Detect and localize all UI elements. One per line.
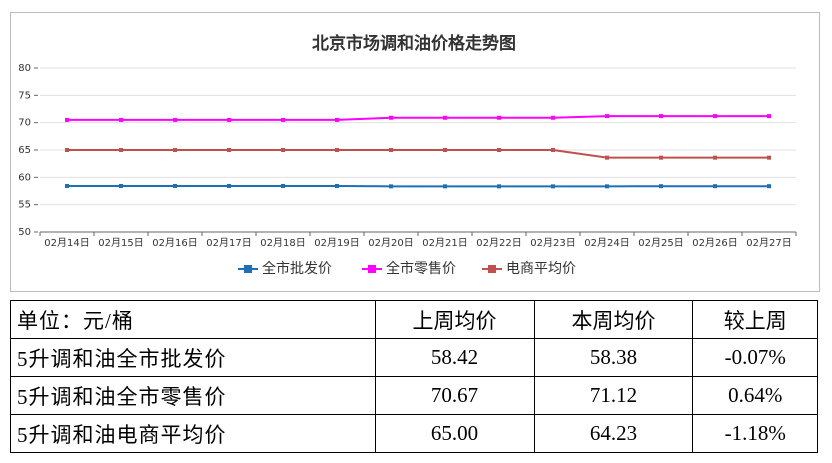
x-tick-label: 02月19日	[314, 237, 359, 249]
x-tick-label: 02月14日	[44, 237, 89, 249]
point	[281, 117, 285, 122]
table-cell: 0.64%	[692, 376, 818, 415]
point	[605, 114, 609, 119]
point	[173, 183, 177, 188]
point	[335, 117, 339, 122]
point	[659, 114, 663, 119]
point	[389, 184, 393, 189]
x-tick-label: 02月15日	[98, 237, 143, 249]
table-header: 较上周	[692, 300, 818, 339]
point	[173, 148, 177, 152]
table-header: 单位：元/桶	[10, 300, 376, 339]
point	[605, 155, 609, 160]
point	[227, 148, 231, 152]
point	[767, 155, 771, 160]
table-cell: -0.07%	[692, 338, 818, 377]
x-tick-label: 02月23日	[530, 237, 575, 249]
table-row: 5升调和油电商平均价 65.00 64.23 -1.18%	[10, 414, 818, 453]
point	[389, 115, 393, 120]
point	[497, 115, 501, 120]
table-row: 5升调和油全市零售价 70.67 71.12 0.64%	[10, 376, 818, 415]
point	[227, 183, 231, 188]
x-tick-label: 02月22日	[476, 237, 521, 249]
table-cell: 58.42	[374, 338, 535, 377]
point	[605, 184, 609, 189]
y-tick-label: 65	[18, 145, 31, 156]
table-cell: 70.67	[374, 376, 535, 415]
table-row: 5升调和油全市批发价 58.42 58.38 -0.07%	[10, 338, 818, 377]
point	[65, 148, 69, 152]
table-header: 上周均价	[374, 300, 535, 339]
point	[335, 148, 339, 152]
point	[713, 184, 717, 189]
point	[767, 114, 771, 119]
legend-marker	[244, 265, 252, 273]
price-table: 单位：元/桶 上周均价 本周均价 较上周 5升调和油全市批发价 58.42 58.38 -0.…	[10, 300, 818, 453]
point	[659, 155, 663, 160]
x-tick-label: 02月21日	[422, 237, 467, 249]
point	[443, 148, 447, 152]
legend-marker	[368, 265, 376, 273]
legend-label: 全市零售价	[386, 260, 456, 277]
point	[227, 117, 231, 122]
x-tick-label: 02月27日	[746, 237, 791, 249]
point	[281, 183, 285, 188]
y-tick-label: 55	[18, 200, 31, 211]
point	[119, 183, 123, 188]
table-row: 单位：元/桶 上周均价 本周均价 较上周	[10, 300, 818, 339]
series-line	[67, 149, 769, 159]
point	[659, 184, 663, 189]
table-cell: 64.23	[533, 414, 694, 453]
y-tick-label: 50	[18, 227, 31, 238]
point	[281, 148, 285, 152]
x-tick-label: 02月16日	[152, 237, 197, 249]
point	[119, 148, 123, 152]
x-tick-label: 02月18日	[260, 237, 305, 249]
point	[65, 183, 69, 188]
point	[551, 115, 555, 120]
table-cell: 65.00	[374, 414, 535, 453]
x-tick-label: 02月20日	[368, 237, 413, 249]
table-cell: 5升调和油全市零售价	[10, 376, 376, 415]
legend-marker	[488, 265, 496, 273]
legend-label: 全市批发价	[262, 260, 332, 277]
point	[173, 117, 177, 122]
point	[389, 148, 393, 152]
legend-label: 电商平均价	[506, 261, 576, 277]
point	[713, 155, 717, 160]
y-tick-label: 80	[18, 63, 31, 74]
table-cell: 58.38	[533, 338, 694, 377]
point	[119, 117, 123, 122]
chart: 北京市场调和油价格走势图 50 55 60 65 70 75 80 02月14日 02月15日 0…	[10, 12, 820, 292]
point	[497, 184, 501, 189]
x-tick-label: 02月25日	[638, 237, 683, 249]
point	[497, 148, 501, 152]
point	[443, 184, 447, 189]
table-cell: 71.12	[533, 376, 694, 415]
chart-frame	[10, 12, 820, 292]
table-cell: -1.18%	[692, 414, 818, 453]
point	[551, 184, 555, 189]
x-tick-label: 02月26日	[692, 237, 737, 249]
point	[551, 148, 555, 152]
y-tick-label: 75	[18, 90, 31, 101]
x-tick-label: 02月17日	[206, 237, 251, 249]
point	[65, 117, 69, 122]
chart-title: 北京市场调和油价格走势图	[312, 33, 516, 54]
point	[443, 115, 447, 120]
series-line	[67, 115, 769, 121]
point	[767, 184, 771, 189]
table-cell: 5升调和油全市批发价	[10, 338, 376, 377]
table-header: 本周均价	[533, 300, 694, 339]
x-tick-label: 02月24日	[584, 237, 629, 249]
y-tick-label: 60	[18, 172, 31, 183]
point	[713, 114, 717, 119]
table-cell: 5升调和油电商平均价	[10, 414, 376, 453]
y-tick-label: 70	[18, 118, 31, 129]
point	[335, 183, 339, 188]
